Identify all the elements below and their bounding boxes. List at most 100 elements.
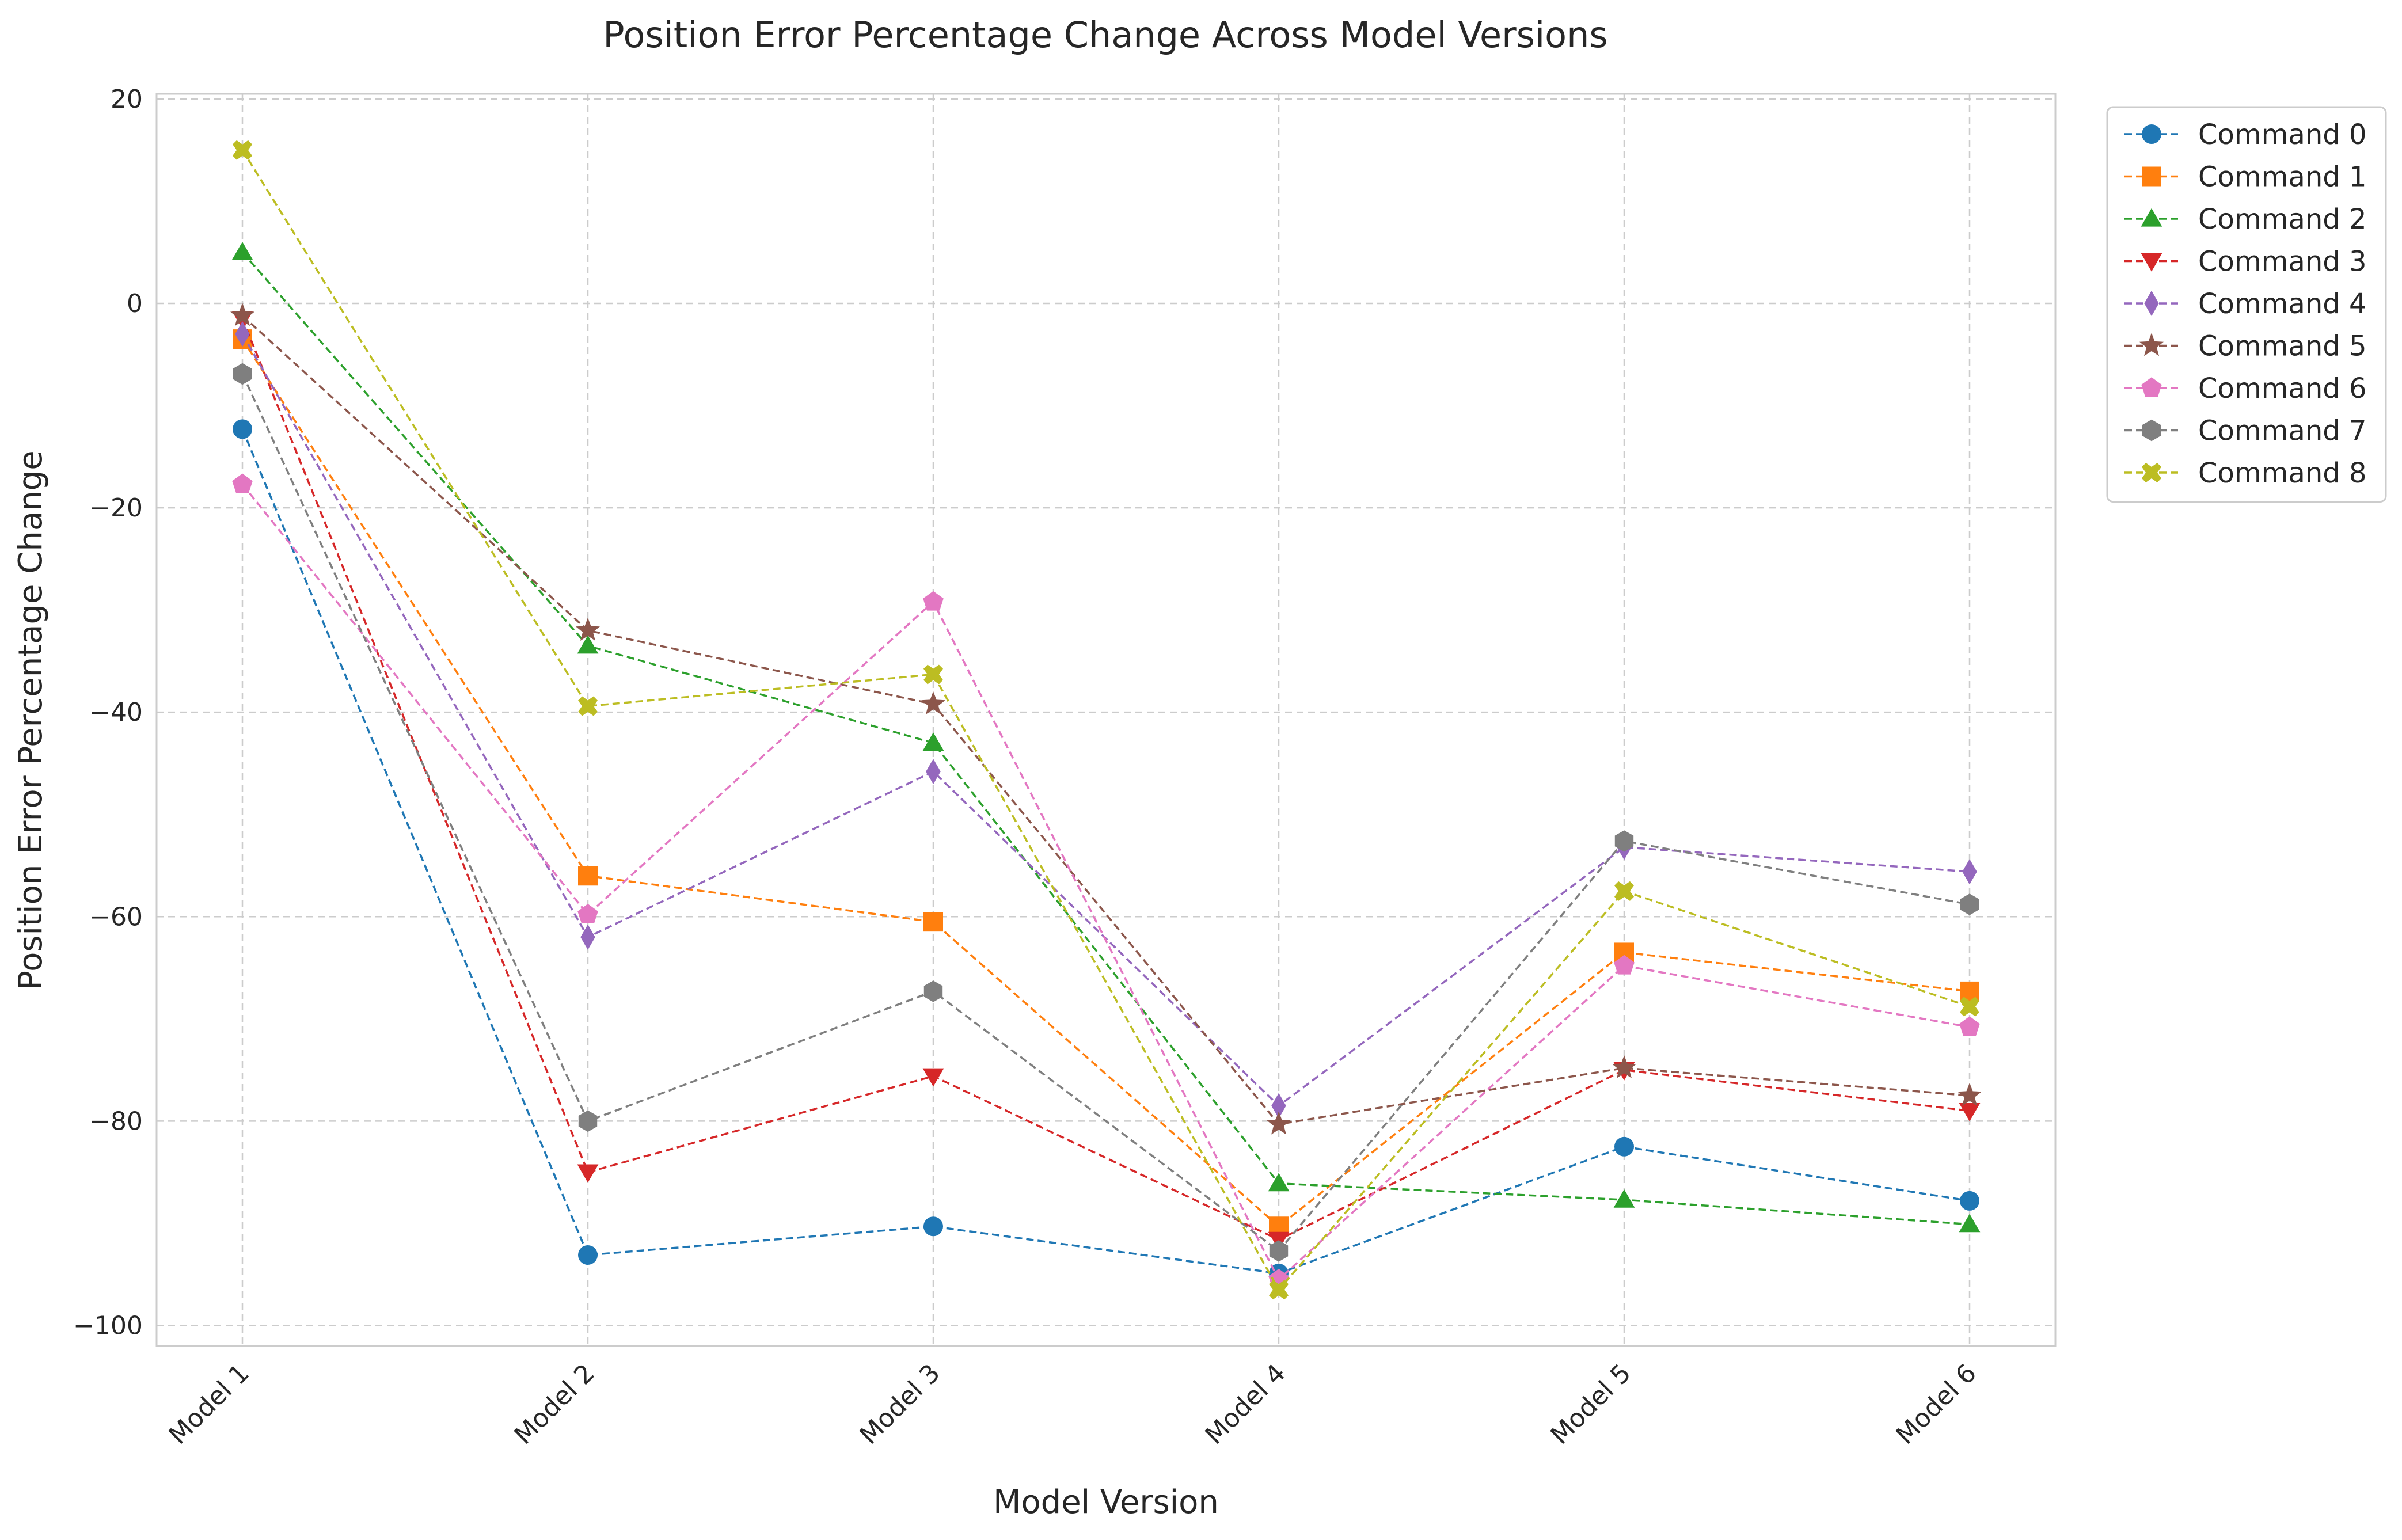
legend-marker	[2139, 333, 2164, 356]
x-tick-label: Model 6	[1891, 1359, 1982, 1450]
series-line	[241, 252, 1970, 1226]
plot-frame	[155, 93, 2057, 1347]
data-point	[1614, 881, 1634, 901]
y-axis-label: Position Error Percentage Change	[12, 450, 50, 990]
legend-item: Command 5	[2124, 330, 2367, 363]
data-point	[1959, 1214, 1981, 1233]
legend-label: Command 7	[2198, 415, 2367, 447]
chart-title: Position Error Percentage Change Across …	[603, 14, 1607, 56]
data-point	[923, 664, 943, 685]
series-line	[241, 428, 1970, 1275]
data-point	[577, 635, 599, 654]
series-6	[232, 473, 1980, 1288]
series-line	[241, 318, 1970, 1241]
legend-frame	[2106, 106, 2387, 503]
legend-label: Command 0	[2198, 119, 2367, 151]
legend-label: Command 1	[2198, 161, 2367, 193]
x-tick-label: Model 3	[854, 1359, 946, 1450]
legend-item: Command 8	[2124, 457, 2367, 489]
legend-marker	[2141, 208, 2162, 227]
legend-item: Command 0	[2124, 119, 2367, 151]
legend-item: Command 1	[2124, 161, 2367, 193]
data-point	[578, 1245, 598, 1265]
data-point	[577, 1164, 599, 1183]
y-tick-label: −40	[89, 698, 143, 727]
data-point	[1960, 893, 1979, 915]
data-point	[1614, 955, 1635, 975]
data-point	[922, 732, 944, 751]
series-2	[231, 242, 1981, 1233]
data-point	[926, 759, 941, 785]
data-point	[1614, 830, 1634, 852]
y-tick-label: 20	[111, 85, 143, 114]
legend-item: Command 6	[2124, 372, 2367, 405]
x-axis-label: Model Version	[993, 1484, 1219, 1521]
data-point	[577, 904, 598, 923]
data-point	[1267, 1111, 1291, 1135]
legend-label: Command 2	[2198, 203, 2367, 235]
legend-label: Command 5	[2198, 330, 2367, 363]
series-5	[230, 303, 1982, 1135]
legend-label: Command 4	[2198, 288, 2367, 320]
legend-marker	[2141, 377, 2162, 397]
data-point	[923, 980, 943, 1002]
legend-marker	[2142, 166, 2161, 187]
data-point	[230, 303, 254, 326]
data-point	[1614, 1136, 1634, 1157]
series-line	[241, 149, 1970, 1292]
data-point	[1960, 997, 1979, 1017]
data-point	[576, 618, 600, 641]
plot-area: 20 0 −20 −40 −60 −80 −100 Model 1 Model 2 Model 3…	[73, 85, 2057, 1450]
data-point	[233, 419, 252, 439]
data-point	[231, 242, 253, 260]
data-point	[578, 1110, 598, 1132]
x-tick-label: Model 5	[1545, 1359, 1637, 1450]
data-point	[1960, 1191, 1979, 1211]
series-7	[233, 363, 1979, 1262]
legend-item: Command 2	[2124, 203, 2367, 235]
data-point	[1612, 1055, 1636, 1078]
legend-item: Command 3	[2124, 246, 2367, 278]
data-point	[1271, 1093, 1286, 1119]
y-tick-label: 0	[127, 289, 143, 318]
data-point	[1959, 1103, 1981, 1121]
legend-marker	[2144, 290, 2159, 317]
legend-item: Command 7	[2124, 415, 2367, 447]
legend-marker	[2141, 253, 2162, 272]
data-point	[578, 866, 598, 886]
data-point	[1962, 859, 1977, 885]
data-point	[1958, 1082, 1982, 1106]
data-point	[921, 691, 945, 714]
y-tick-label: −100	[73, 1311, 143, 1340]
data-point	[1613, 1189, 1635, 1208]
legend-label: Command 6	[2198, 372, 2367, 405]
series-line	[241, 484, 1970, 1282]
data-point	[1959, 1016, 1980, 1036]
legend-marker	[2142, 419, 2161, 442]
data-point	[233, 363, 252, 385]
x-tick-label: Model 1	[164, 1359, 255, 1450]
data-point	[922, 1068, 944, 1087]
data-point	[1269, 1240, 1289, 1262]
series-line	[241, 373, 1970, 1253]
data-point	[235, 321, 250, 347]
legend-marker	[2142, 124, 2161, 144]
data-point	[232, 473, 253, 493]
data-point	[580, 924, 595, 950]
series-line	[241, 339, 1970, 1228]
data-point	[1269, 1280, 1289, 1300]
legend: Command 0 Command 1 Command 2 Command 3 Comm…	[2106, 106, 2387, 503]
data-point	[578, 696, 598, 716]
y-tick-label: −80	[89, 1106, 143, 1136]
legend-label: Command 8	[2198, 457, 2367, 489]
series-8	[233, 140, 1979, 1300]
data-point	[923, 591, 944, 611]
data-point	[233, 140, 252, 160]
legend-marker	[2142, 463, 2161, 482]
data-point	[1268, 1173, 1290, 1192]
legend-label: Command 3	[2198, 246, 2367, 278]
data-point	[923, 1216, 943, 1237]
data-point	[923, 912, 943, 932]
y-tick-label: −60	[89, 902, 143, 931]
